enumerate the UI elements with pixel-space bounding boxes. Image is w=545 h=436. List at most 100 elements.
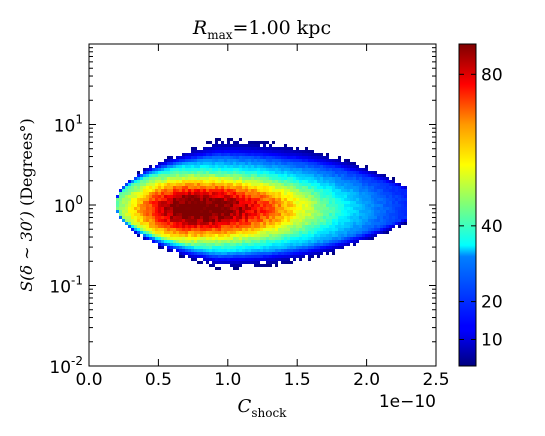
heatmap-cell [272, 237, 275, 240]
heatmap-cell [296, 219, 299, 222]
heatmap-cell [194, 207, 197, 210]
heatmap-cell [290, 165, 293, 168]
heatmap-cell [239, 225, 242, 228]
heatmap-cell [365, 174, 368, 177]
heatmap-cell [293, 252, 296, 255]
heatmap-cell [317, 165, 320, 168]
heatmap-cell [209, 156, 212, 159]
heatmap-cell [236, 147, 239, 150]
heatmap-cell [350, 210, 353, 213]
heatmap-cell [329, 219, 332, 222]
heatmap-cell [278, 159, 281, 162]
heatmap-cell [248, 228, 251, 231]
heatmap-cell [173, 192, 176, 195]
heatmap-cell [293, 183, 296, 186]
heatmap-cell [329, 228, 332, 231]
heatmap-cell [302, 186, 305, 189]
heatmap-cell [260, 192, 263, 195]
heatmap-cell [191, 147, 194, 150]
heatmap-cell [293, 177, 296, 180]
heatmap-cell [185, 192, 188, 195]
heatmap-cell [170, 198, 173, 201]
heatmap-cell [230, 165, 233, 168]
heatmap-cell [281, 213, 284, 216]
heatmap-cell [395, 222, 398, 225]
heatmap-cell [368, 204, 371, 207]
heatmap-cell [260, 255, 263, 258]
heatmap-cell [272, 249, 275, 252]
heatmap-cell [362, 201, 365, 204]
heatmap-cell [386, 204, 389, 207]
heatmap-cell [278, 225, 281, 228]
heatmap-cell [341, 234, 344, 237]
heatmap-cell [263, 225, 266, 228]
heatmap-cell [374, 177, 377, 180]
heatmap-cell [299, 192, 302, 195]
heatmap-cell [308, 171, 311, 174]
heatmap-cell [251, 168, 254, 171]
heatmap-cell [161, 180, 164, 183]
heatmap-cell [341, 237, 344, 240]
heatmap-cell [266, 159, 269, 162]
heatmap-cell [206, 222, 209, 225]
heatmap-cell [287, 228, 290, 231]
heatmap-cell [227, 168, 230, 171]
heatmap-cell [293, 228, 296, 231]
heatmap-cell [275, 162, 278, 165]
heatmap-cell [266, 195, 269, 198]
heatmap-cell [305, 174, 308, 177]
heatmap-cell [230, 180, 233, 183]
heatmap-cell [248, 174, 251, 177]
heatmap-cell [263, 252, 266, 255]
heatmap-cell [350, 228, 353, 231]
heatmap-cell [290, 171, 293, 174]
heatmap-cell [161, 201, 164, 204]
heatmap-cell [299, 219, 302, 222]
heatmap-cell [269, 177, 272, 180]
heatmap-cell [167, 213, 170, 216]
heatmap-cell [227, 165, 230, 168]
heatmap-cell [233, 153, 236, 156]
heatmap-cell [173, 228, 176, 231]
heatmap-cell [173, 201, 176, 204]
heatmap-cell [248, 198, 251, 201]
heatmap-cell [119, 204, 122, 207]
heatmap-cell [356, 180, 359, 183]
heatmap-cell [293, 159, 296, 162]
heatmap-cell [335, 174, 338, 177]
heatmap-cell [125, 198, 128, 201]
heatmap-cell [326, 246, 329, 249]
heatmap-cell [227, 171, 230, 174]
heatmap-cell [128, 219, 131, 222]
heatmap-cell [158, 231, 161, 234]
heatmap-cell [284, 177, 287, 180]
heatmap-cell [209, 201, 212, 204]
heatmap-cell [182, 168, 185, 171]
heatmap-cell [308, 255, 311, 258]
heatmap-cell [143, 183, 146, 186]
heatmap-cell [344, 228, 347, 231]
heatmap-cell [368, 198, 371, 201]
heatmap-cell [251, 195, 254, 198]
heatmap-cell [260, 231, 263, 234]
heatmap-cell [272, 258, 275, 261]
heatmap-cell [275, 165, 278, 168]
heatmap-cell [239, 138, 242, 141]
heatmap-cell [206, 231, 209, 234]
heatmap-cell [194, 180, 197, 183]
heatmap-cell [146, 174, 149, 177]
heatmap-cell [161, 204, 164, 207]
heatmap-cell [368, 222, 371, 225]
heatmap-cell [320, 162, 323, 165]
heatmap-cell [332, 177, 335, 180]
heatmap-cell [197, 222, 200, 225]
heatmap-cell [200, 198, 203, 201]
heatmap-cell [254, 150, 257, 153]
heatmap-cell [332, 225, 335, 228]
heatmap-cell [272, 246, 275, 249]
heatmap-cell [182, 237, 185, 240]
heatmap-cell [302, 156, 305, 159]
heatmap-cell [341, 180, 344, 183]
heatmap-cell [314, 156, 317, 159]
heatmap-cell [272, 156, 275, 159]
